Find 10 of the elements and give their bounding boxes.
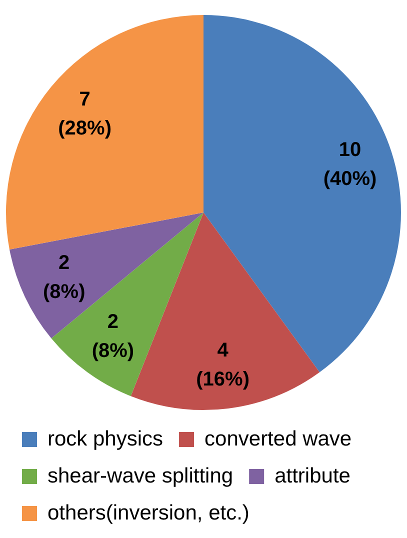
legend-label: converted wave xyxy=(204,427,352,450)
data-label: 2 (8%) xyxy=(42,252,86,304)
legend-label: attribute xyxy=(274,464,350,488)
data-label: 4 (16%) xyxy=(196,339,250,390)
data-label: 10 (40%) xyxy=(323,138,377,190)
legend-label: rock physics xyxy=(48,427,164,450)
data-label: 7 (28%) xyxy=(58,88,112,140)
data-label: 2 (8%) xyxy=(92,311,134,362)
legend-label: others(inversion, etc.) xyxy=(48,501,250,524)
legend-label: shear-wave splitting xyxy=(48,464,234,488)
